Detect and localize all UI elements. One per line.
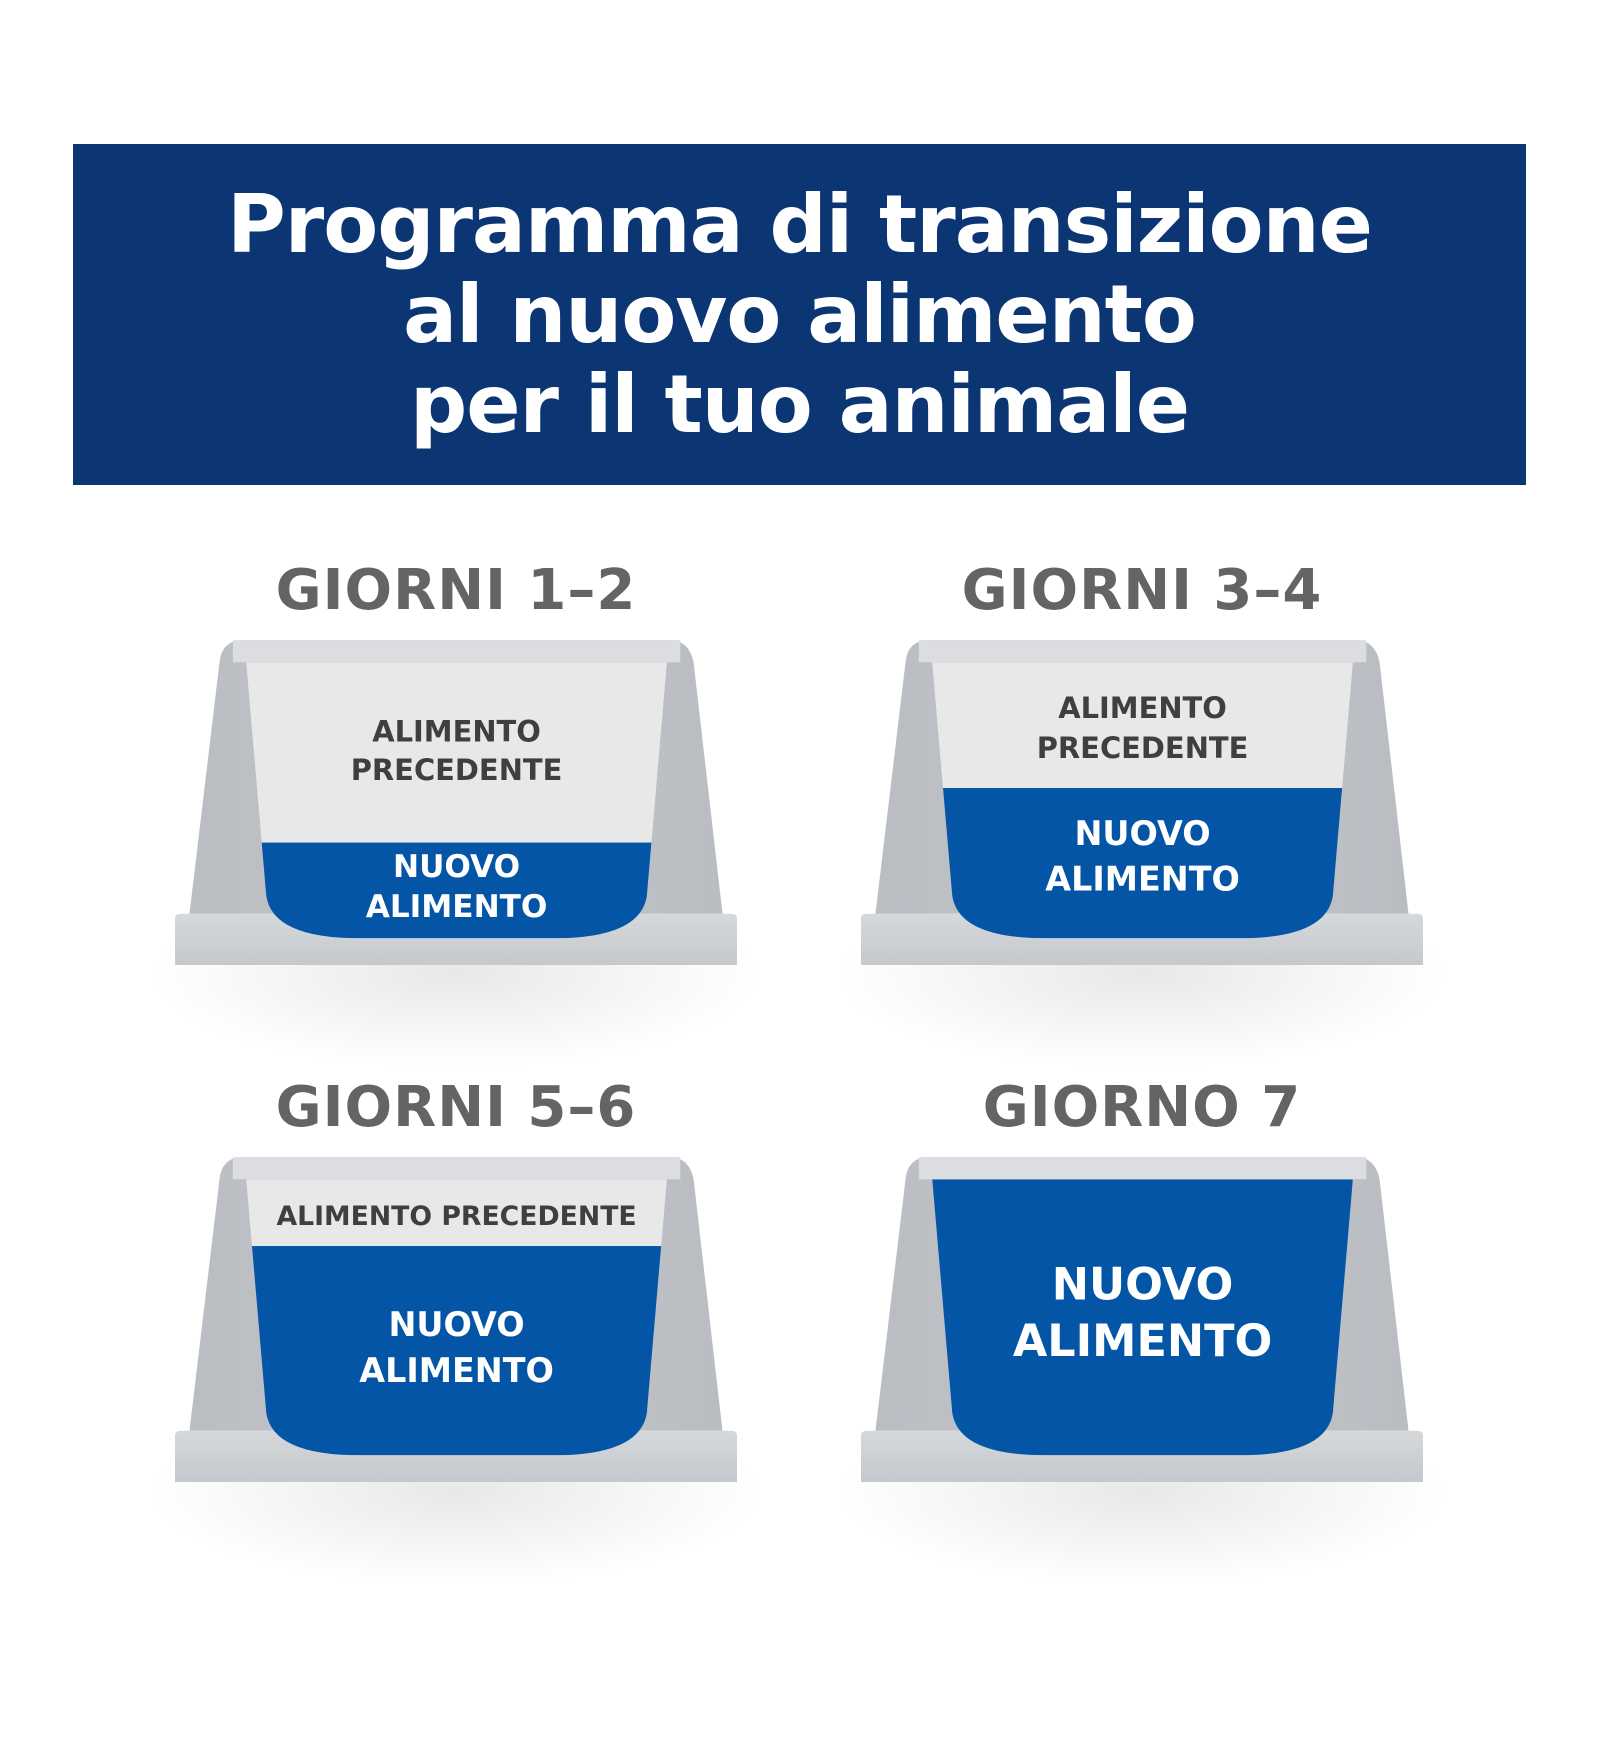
new-food-fill bbox=[932, 1179, 1353, 1456]
bowl-shadow bbox=[146, 950, 766, 1070]
new-food-label: NUOVO bbox=[393, 849, 520, 885]
new-food-label: NUOVO bbox=[1052, 1259, 1234, 1310]
new-food-label: ALIMENTO bbox=[1045, 859, 1240, 898]
new-food-fill bbox=[246, 1246, 667, 1456]
stage-heading: GIORNO 7 bbox=[982, 1075, 1302, 1140]
bowl-top-band bbox=[232, 1157, 681, 1180]
bowl-shadow bbox=[832, 1467, 1452, 1587]
old-food-label: ALIMENTO bbox=[1058, 691, 1227, 725]
food-bowl: NUOVO ALIMENTO bbox=[861, 1157, 1423, 1482]
title-banner: Programma di transizione al nuovo alimen… bbox=[73, 144, 1526, 485]
food-bowl: ALIMENTO PRECEDENTE NUOVO ALIMENTO bbox=[861, 640, 1423, 965]
title-line-1: Programma di transizione bbox=[227, 177, 1373, 271]
bowl-shadow bbox=[146, 1467, 766, 1587]
new-food-label: ALIMENTO bbox=[359, 1351, 554, 1390]
stage-heading: GIORNI 1–2 bbox=[275, 558, 637, 623]
title-line-2: al nuovo alimento bbox=[403, 267, 1197, 361]
stage-heading: GIORNI 3–4 bbox=[961, 558, 1323, 623]
old-food-label: ALIMENTO bbox=[372, 714, 541, 748]
new-food-fill bbox=[246, 842, 667, 939]
old-food-label: ALIMENTO PRECEDENTE bbox=[276, 1201, 636, 1232]
new-food-label: NUOVO bbox=[388, 1305, 524, 1344]
bowl-shadow bbox=[832, 950, 1452, 1070]
new-food-label: ALIMENTO bbox=[366, 889, 548, 925]
bowl-top-band bbox=[918, 1157, 1367, 1180]
new-food-fill bbox=[932, 788, 1353, 939]
new-food-label: ALIMENTO bbox=[1013, 1316, 1272, 1367]
food-bowl: ALIMENTO PRECEDENTE NUOVO ALIMENTO bbox=[175, 1157, 737, 1482]
old-food-label: PRECEDENTE bbox=[1037, 731, 1249, 765]
food-bowl: ALIMENTO PRECEDENTE NUOVO ALIMENTO bbox=[175, 640, 737, 965]
old-food-label: PRECEDENTE bbox=[351, 753, 563, 787]
stage-heading: GIORNI 5–6 bbox=[275, 1075, 637, 1140]
title-line-3: per il tuo animale bbox=[410, 357, 1190, 451]
bowl-top-band bbox=[232, 640, 681, 663]
new-food-label: NUOVO bbox=[1074, 814, 1210, 853]
bowl-top-band bbox=[918, 640, 1367, 663]
